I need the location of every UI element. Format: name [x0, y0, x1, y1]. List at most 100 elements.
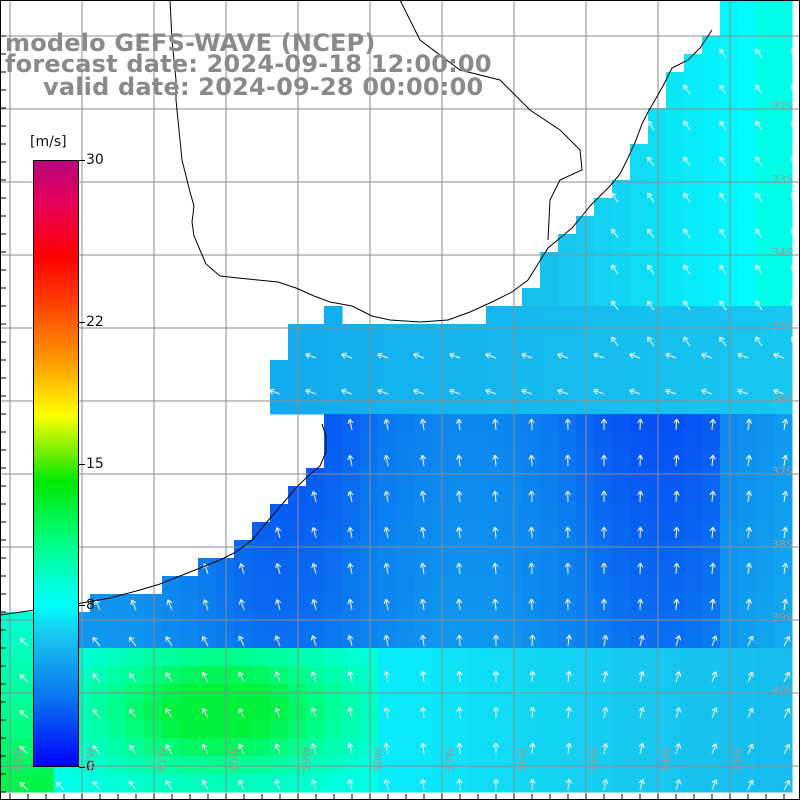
wind-cell	[396, 630, 415, 649]
wind-cell	[594, 252, 613, 271]
wind-cell	[738, 324, 757, 343]
wind-cell	[720, 666, 739, 685]
wind-cell	[612, 306, 631, 325]
wind-cell	[720, 126, 739, 145]
wind-cell	[288, 594, 307, 613]
wind-arrow	[383, 742, 390, 755]
wind-cell	[288, 612, 307, 631]
wind-cell	[684, 630, 703, 649]
wind-cell	[324, 630, 343, 649]
wind-arrow	[600, 454, 608, 467]
wind-cell	[486, 396, 505, 415]
wind-arrow	[783, 707, 791, 719]
wind-cell	[684, 270, 703, 289]
wind-cell	[234, 738, 253, 757]
wind-cell	[648, 378, 667, 397]
wind-cell	[162, 702, 181, 721]
wind-cell	[576, 378, 595, 397]
title-forecast-date: forecast date: 2024-09-18 12:00:00	[5, 50, 492, 78]
wind-cell	[378, 558, 397, 577]
wind-arrow	[791, 48, 799, 59]
wind-cell	[558, 558, 577, 577]
wind-cell	[756, 666, 775, 685]
wind-cell	[576, 216, 595, 235]
wind-arrow	[383, 562, 390, 575]
wind-cell	[306, 630, 325, 649]
wind-cell	[468, 756, 487, 775]
wind-cell	[558, 432, 577, 451]
wind-arrow	[166, 599, 173, 611]
wind-cell	[162, 756, 181, 775]
wind-cell	[270, 774, 289, 793]
wind-arrow	[521, 352, 533, 359]
wind-arrow	[647, 228, 655, 239]
wind-cell	[684, 180, 703, 199]
wind-cell	[774, 270, 793, 289]
wind-arrow	[701, 352, 713, 359]
wind-arrow	[638, 742, 645, 755]
wind-cell	[18, 612, 37, 631]
wind-cell	[666, 432, 685, 451]
wind-cell	[360, 630, 379, 649]
wind-cell	[738, 306, 757, 325]
wind-cell	[234, 576, 253, 595]
wind-cell	[756, 324, 775, 343]
wind-cell	[468, 468, 487, 487]
wind-cell	[684, 54, 703, 73]
wind-cell	[702, 126, 721, 145]
wind-cell	[648, 648, 667, 667]
wind-arrow	[377, 388, 389, 395]
wind-arrow	[711, 779, 718, 791]
wind-arrow	[492, 634, 500, 647]
wind-arrow	[275, 563, 282, 575]
wind-cell	[342, 522, 361, 541]
wind-cell	[594, 756, 613, 775]
wind-cell	[270, 756, 289, 775]
wind-cell	[360, 612, 379, 631]
wind-cell	[630, 162, 649, 181]
wind-arrow	[92, 637, 101, 647]
wind-cell	[0, 774, 19, 793]
wind-cell	[396, 648, 415, 667]
wind-cell	[504, 558, 523, 577]
wind-arrow	[529, 706, 536, 719]
wind-cell	[702, 630, 721, 649]
wind-cell	[468, 522, 487, 541]
wind-arrow	[602, 670, 609, 683]
wind-cell	[90, 630, 109, 649]
wind-cell	[594, 648, 613, 667]
wind-cell	[774, 234, 793, 253]
wind-arrow	[747, 635, 754, 647]
wind-cell	[378, 594, 397, 613]
wind-cell	[396, 756, 415, 775]
wind-cell	[702, 738, 721, 757]
wind-cell	[612, 540, 631, 559]
latitude-label: 40S	[772, 684, 793, 697]
wind-arrow	[528, 562, 535, 575]
longitude-label: 54W	[660, 747, 673, 772]
wind-arrow	[675, 779, 682, 791]
wind-cell	[774, 558, 793, 577]
wind-cell	[666, 540, 685, 559]
wind-cell	[594, 702, 613, 721]
wind-cell	[360, 360, 379, 379]
wind-cell	[720, 504, 739, 523]
wind-arrow	[719, 120, 727, 131]
wind-cell	[558, 720, 577, 739]
wind-cell	[558, 468, 577, 487]
wind-arrow	[419, 634, 427, 647]
wind-cell	[648, 486, 667, 505]
wind-arrow	[419, 418, 426, 431]
wind-cell	[486, 648, 505, 667]
wind-cell	[288, 342, 307, 361]
wind-cell	[396, 450, 415, 469]
wind-cell	[342, 756, 361, 775]
longitude-label: 59W	[300, 747, 313, 772]
wind-cell	[342, 576, 361, 595]
wind-cell	[504, 324, 523, 343]
wind-cell	[324, 378, 343, 397]
wind-cell	[756, 648, 775, 667]
wind-cell	[324, 756, 343, 775]
wind-arrow	[602, 778, 609, 791]
wind-arrow	[600, 562, 608, 575]
